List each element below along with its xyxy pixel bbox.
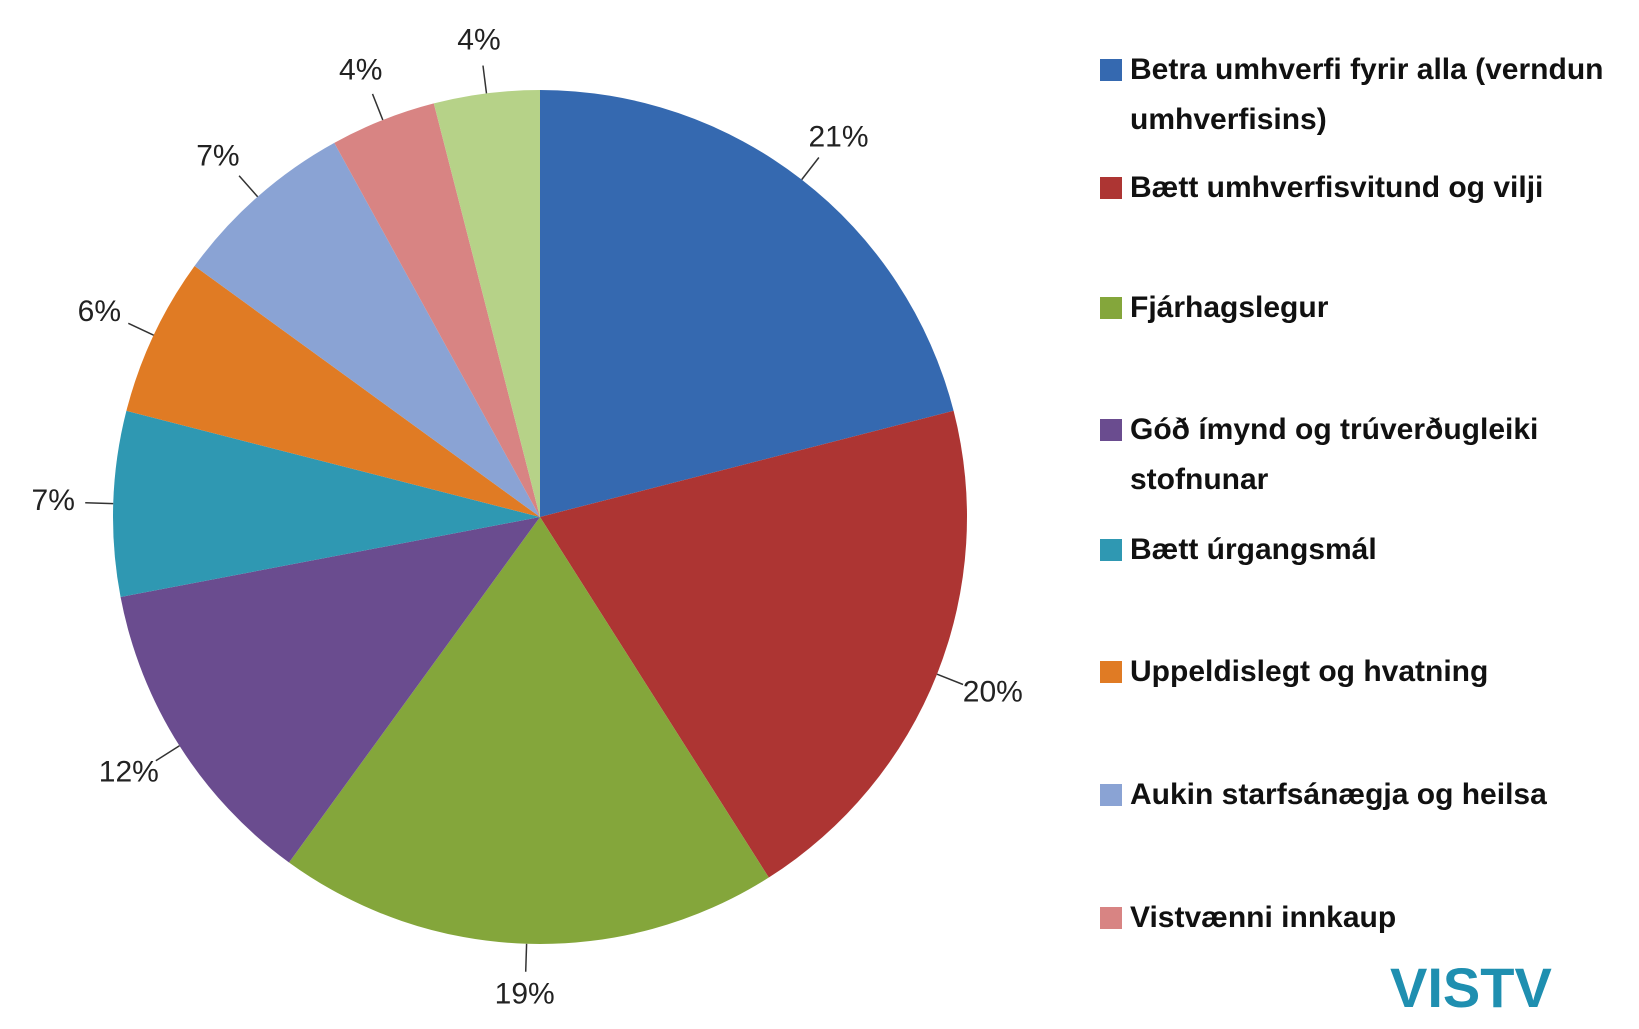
legend-label: Aukin starfsánægja og heilsa — [1130, 778, 1547, 811]
legend-swatch — [1100, 661, 1122, 683]
pie-slice — [334, 103, 540, 518]
data-label: 7% — [196, 140, 239, 173]
legend-item: Betra umhverfi fyrir alla (verndun umhve… — [1100, 45, 1635, 145]
legend-item: Bætt úrgangsmál — [1100, 525, 1635, 575]
legend-item: Aukin starfsánægja og heilsa — [1100, 770, 1635, 820]
data-label: 4% — [457, 24, 500, 57]
legend-swatch — [1100, 297, 1122, 319]
legend-swatch — [1100, 907, 1122, 929]
logo: VISTV — [1390, 956, 1552, 1019]
legend-label: Betra umhverfi fyrir alla (verndun umhve… — [1130, 53, 1604, 136]
data-label: 12% — [99, 756, 159, 789]
pie-slice — [113, 410, 540, 598]
pie-slice — [540, 90, 954, 517]
leader-line — [371, 93, 384, 121]
data-label: 20% — [963, 675, 1023, 708]
legend-label: Fjárhagslegur — [1130, 291, 1329, 324]
legend-item: Fjárhagslegur — [1100, 283, 1635, 333]
leader-line — [127, 322, 154, 336]
pie-slice — [120, 517, 540, 863]
pie-slice — [433, 90, 540, 517]
legend-swatch — [1100, 539, 1122, 561]
legend-swatch — [1100, 59, 1122, 81]
pie-slice — [194, 142, 540, 517]
leader-line — [238, 175, 259, 198]
legend-label: Vistvænni innkaup — [1130, 901, 1397, 934]
pie-slice — [126, 266, 541, 517]
leader-line — [801, 157, 820, 181]
data-label: 19% — [495, 978, 555, 1011]
data-label: 6% — [78, 295, 121, 328]
legend-label: Uppeldislegt og hvatning — [1130, 655, 1489, 688]
legend-item: Bætt umhverfisvitund og vilji — [1100, 163, 1635, 213]
legend-item: Uppeldislegt og hvatning — [1100, 647, 1635, 697]
data-label: 4% — [339, 54, 382, 87]
legend-item: Góð ímynd og trúverðugleiki stofnunar — [1100, 405, 1635, 505]
legend-swatch — [1100, 784, 1122, 806]
legend-label: Góð ímynd og trúverðugleiki stofnunar — [1130, 413, 1539, 496]
data-label: 7% — [32, 484, 75, 517]
leader-line — [85, 501, 114, 505]
leader-line — [936, 673, 964, 686]
legend-item: Vistvænni innkaup — [1100, 893, 1635, 943]
legend-label: Bætt umhverfisvitund og vilji — [1130, 171, 1544, 204]
leader-line — [482, 65, 488, 94]
pie-slice — [540, 410, 967, 878]
legend-swatch — [1100, 419, 1122, 441]
data-label: 21% — [808, 120, 868, 153]
leader-line — [524, 943, 528, 972]
leader-line — [155, 745, 180, 762]
pie-slice — [289, 517, 769, 944]
legend-swatch — [1100, 177, 1122, 199]
legend-label: Bætt úrgangsmál — [1130, 533, 1377, 566]
